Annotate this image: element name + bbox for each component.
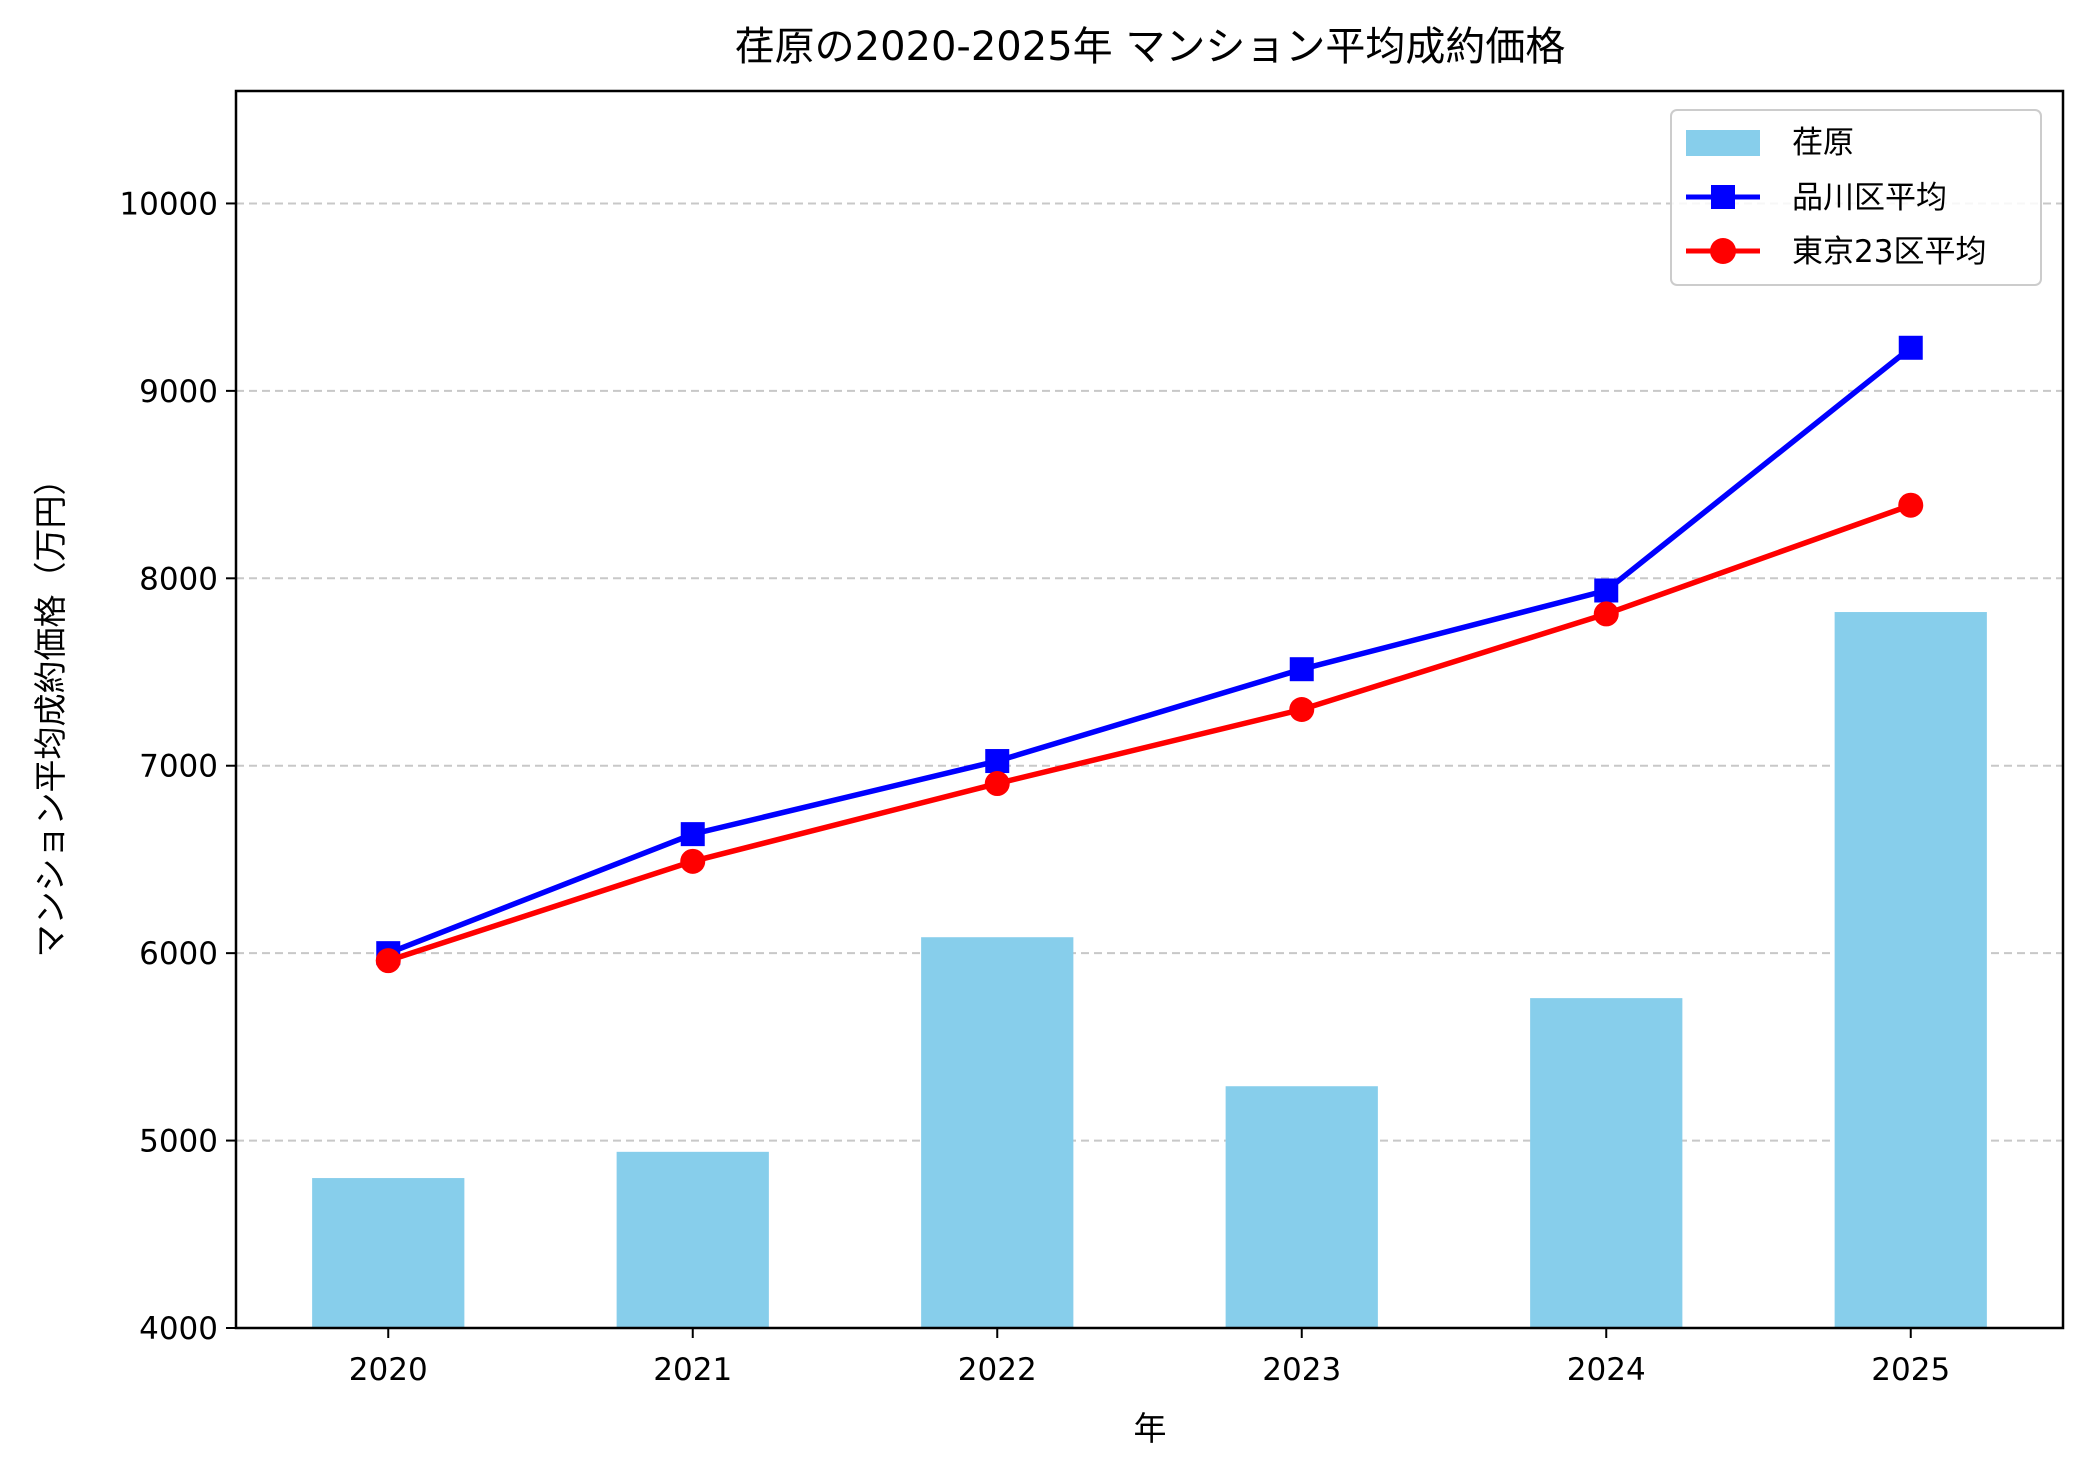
y-tick-label: 5000 bbox=[139, 1124, 218, 1160]
bar-2025 bbox=[1834, 612, 1987, 1328]
x-tick-label: 2024 bbox=[1567, 1352, 1646, 1388]
y-tick-label: 8000 bbox=[139, 561, 218, 597]
x-tick-label: 2021 bbox=[653, 1352, 732, 1388]
bar-2024 bbox=[1530, 998, 1683, 1328]
y-tick-label: 6000 bbox=[139, 936, 218, 972]
legend-frame bbox=[1670, 109, 2042, 286]
lines bbox=[375, 335, 1924, 974]
marker-square-2022 bbox=[985, 749, 1010, 774]
marker-square-2021 bbox=[680, 822, 705, 847]
y-tick-label: 10000 bbox=[119, 186, 218, 222]
marker-circle-2021 bbox=[680, 848, 706, 874]
marker-circle-2020 bbox=[375, 948, 401, 974]
bar-2021 bbox=[616, 1151, 769, 1328]
legend-label-ebara: 荏原 bbox=[1792, 125, 1854, 161]
marker-circle-2023 bbox=[1289, 697, 1315, 722]
y-axis-label: マンション平均成約価格（万円） bbox=[31, 463, 70, 958]
x-tick-label: 2025 bbox=[1871, 1352, 1950, 1388]
x-tick-label: 2023 bbox=[1262, 1352, 1341, 1388]
marker-square-2024 bbox=[1594, 578, 1619, 603]
gridlines bbox=[236, 202, 2063, 1142]
bars bbox=[312, 612, 1987, 1328]
y-tick-label: 9000 bbox=[139, 374, 218, 410]
legend: 荏原 品川区平均 東京23区平均 bbox=[1670, 109, 2042, 286]
marker-square-2025 bbox=[1898, 335, 1923, 360]
x-axis: 2020 2021 2022 2023 2024 2025 bbox=[349, 1328, 1950, 1388]
legend-marker-circle bbox=[1710, 238, 1736, 264]
marker-circle-2024 bbox=[1593, 601, 1619, 627]
chart-title: 荏原の2020-2025年 マンション平均成約価格 bbox=[735, 24, 1566, 70]
bar-2020 bbox=[312, 1178, 465, 1328]
legend-swatch-bar bbox=[1686, 130, 1760, 156]
marker-circle-2025 bbox=[1898, 492, 1924, 518]
y-tick-label: 7000 bbox=[139, 749, 218, 785]
x-tick-label: 2022 bbox=[958, 1352, 1037, 1388]
series-line-2 bbox=[387, 502, 1912, 964]
bar-2022 bbox=[921, 937, 1074, 1328]
series-line-1 bbox=[387, 345, 1913, 956]
x-axis-label: 年 bbox=[1134, 1409, 1167, 1448]
y-axis: 4000 5000 6000 7000 8000 9000 10000 bbox=[119, 186, 236, 1347]
marker-square-2023 bbox=[1289, 657, 1314, 682]
y-tick-label: 4000 bbox=[139, 1311, 218, 1347]
legend-marker-square bbox=[1711, 185, 1735, 209]
x-tick-label: 2020 bbox=[349, 1352, 428, 1388]
bar-2023 bbox=[1225, 1086, 1378, 1328]
legend-label-tokyo23: 東京23区平均 bbox=[1792, 234, 1986, 270]
plot-frame bbox=[234, 89, 2065, 1330]
legend-label-shinagawa: 品川区平均 bbox=[1792, 180, 1947, 216]
marker-circle-2022 bbox=[984, 771, 1010, 797]
